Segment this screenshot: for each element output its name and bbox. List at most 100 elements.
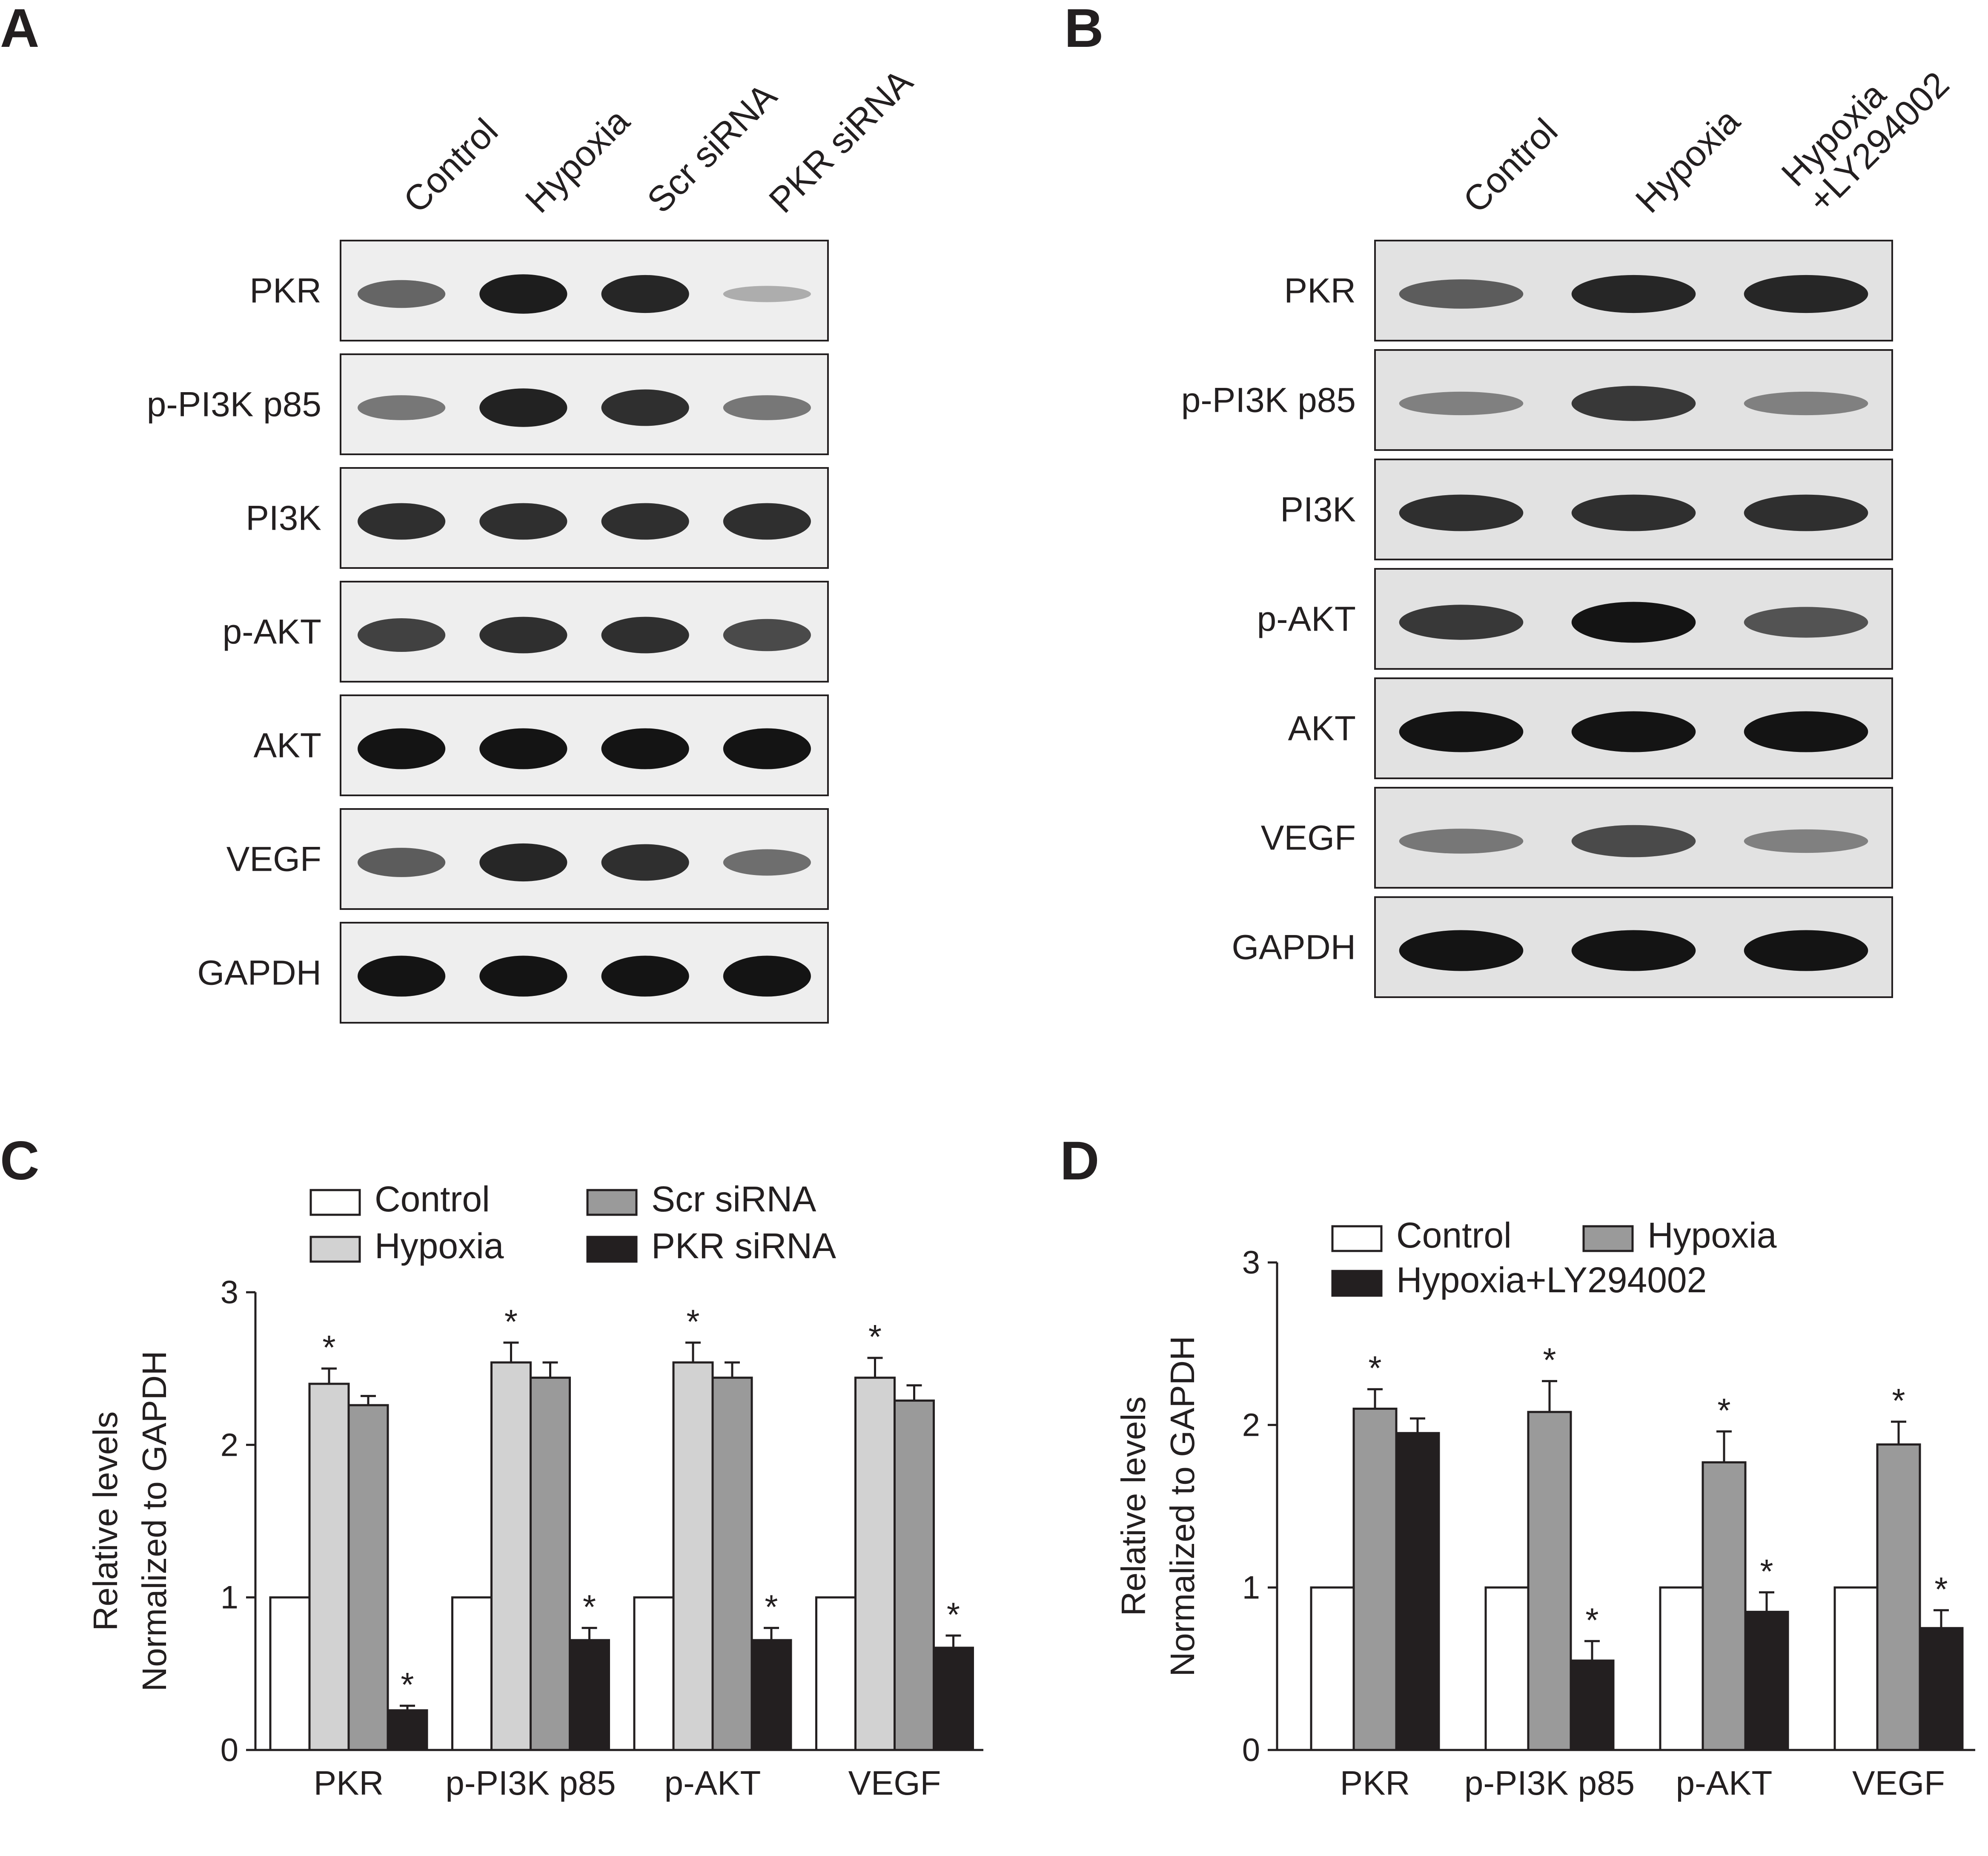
bar-control-p-akt bbox=[1659, 1586, 1704, 1751]
lane-label-line: Hypoxia bbox=[1628, 100, 1747, 220]
y-axis-label: Relative levels Normalized to GAPDH bbox=[86, 1351, 173, 1691]
band-akt-lane-2 bbox=[479, 728, 567, 769]
band-akt-lane-3 bbox=[1744, 711, 1868, 752]
band-p-pi3k-p85-lane-2 bbox=[1571, 386, 1696, 421]
significance-marker: * bbox=[401, 1666, 414, 1704]
blot-label-pi3k: PI3K bbox=[1280, 491, 1356, 529]
legend-swatch-hypoxia bbox=[1582, 1225, 1634, 1252]
y-tick-label: 0 bbox=[221, 1732, 238, 1768]
band-pi3k-lane-4 bbox=[723, 503, 811, 540]
band-pkr-lane-3 bbox=[601, 275, 689, 313]
x-tick-label-pkr: PKR bbox=[314, 1764, 384, 1802]
panel-letter: A bbox=[0, 0, 39, 59]
bar-hypoxia-ly294002-pkr bbox=[1395, 1432, 1440, 1751]
panel-d-bar-chart: D 0 1 2 3 Relative levels Normalized to GAPDH *… bbox=[1060, 1130, 1975, 1802]
band-p-akt-lane-1 bbox=[358, 618, 446, 652]
panel-letter: D bbox=[1060, 1130, 1099, 1191]
x-tick-label-p-pi3k-p85: p-PI3K p85 bbox=[445, 1764, 616, 1802]
bar-hypoxia-ly294002-p-akt bbox=[1744, 1611, 1789, 1751]
blot-label-p-pi3k-p85: p-PI3K p85 bbox=[1181, 381, 1356, 420]
x-tick-label-vegf: VEGF bbox=[1852, 1764, 1945, 1802]
significance-marker: * bbox=[1892, 1382, 1905, 1420]
y-axis-label: Relative levels Normalized to GAPDH bbox=[1114, 1336, 1201, 1676]
lane-label-hypoxia: Hypoxia bbox=[1628, 100, 1747, 220]
y-tick-label: 3 bbox=[221, 1274, 238, 1311]
band-p-akt-lane-4 bbox=[723, 619, 811, 651]
band-gapdh-lane-4 bbox=[723, 955, 811, 997]
band-p-akt-lane-2 bbox=[479, 617, 567, 654]
significance-marker: * bbox=[322, 1328, 335, 1366]
band-p-pi3k-p85-lane-4 bbox=[723, 395, 811, 420]
x-tick-label-p-akt: p-AKT bbox=[1676, 1764, 1773, 1802]
y-axis-label-line: Normalized to GAPDH bbox=[135, 1351, 173, 1691]
band-vegf-lane-1 bbox=[1399, 829, 1524, 854]
band-p-akt-lane-3 bbox=[1744, 607, 1868, 638]
panel-letter: C bbox=[0, 1130, 39, 1191]
blot-label-pkr: PKR bbox=[1284, 272, 1356, 310]
band-pkr-lane-1 bbox=[358, 280, 446, 308]
bar-control-vegf bbox=[1833, 1586, 1879, 1751]
legend-label-hypoxia: Hypoxia bbox=[375, 1226, 504, 1266]
y-tick-label: 2 bbox=[1242, 1407, 1260, 1443]
x-tick-label-vegf: VEGF bbox=[848, 1764, 941, 1802]
blot-label-p-akt: p-AKT bbox=[223, 613, 321, 651]
band-akt-lane-1 bbox=[1399, 711, 1524, 752]
blot-label-gapdh: GAPDH bbox=[1232, 928, 1356, 967]
bar-pkr-sirna-p-pi3k-p85 bbox=[569, 1639, 610, 1751]
x-tick-label-pkr: PKR bbox=[1340, 1764, 1410, 1802]
lane-label-line: Control bbox=[395, 111, 505, 221]
blot-label-p-akt: p-AKT bbox=[1257, 600, 1356, 639]
y-tick-label: 1 bbox=[221, 1580, 238, 1616]
lane-label-hypoxia-ly294002: Hypoxia+LY294002 bbox=[1774, 37, 1957, 221]
band-gapdh-lane-2 bbox=[1571, 930, 1696, 971]
band-pkr-lane-1 bbox=[1399, 279, 1524, 309]
bar-hypoxia-vegf bbox=[1876, 1443, 1921, 1751]
bar-scr-sirna-vegf bbox=[894, 1399, 935, 1751]
bar-hypoxia-p-akt bbox=[672, 1361, 714, 1751]
band-p-pi3k-p85-lane-1 bbox=[1399, 391, 1524, 416]
bar-hypoxia-vegf bbox=[854, 1377, 896, 1751]
blot-label-p-pi3k-p85: p-PI3K p85 bbox=[147, 385, 321, 424]
y-axis-label-line: Relative levels bbox=[1114, 1397, 1152, 1616]
bar-control-pkr bbox=[1310, 1586, 1355, 1751]
bar-control-pkr bbox=[269, 1596, 311, 1751]
band-vegf-lane-2 bbox=[1571, 825, 1696, 858]
blot-label-akt: AKT bbox=[254, 726, 321, 765]
bar-hypoxia-pkr bbox=[308, 1383, 350, 1751]
bar-hypoxia-ly294002-vegf bbox=[1919, 1627, 1964, 1751]
blot-label-vegf: VEGF bbox=[226, 840, 321, 879]
band-pkr-lane-3 bbox=[1744, 275, 1868, 313]
bar-hypoxia-p-pi3k-p85 bbox=[490, 1361, 532, 1751]
band-gapdh-lane-2 bbox=[479, 955, 567, 997]
band-akt-lane-2 bbox=[1571, 711, 1696, 752]
significance-marker: * bbox=[583, 1588, 596, 1626]
significance-marker: * bbox=[1585, 1601, 1598, 1639]
band-pkr-lane-2 bbox=[1571, 275, 1696, 313]
significance-marker: * bbox=[686, 1302, 699, 1340]
bar-hypoxia-pkr bbox=[1352, 1408, 1398, 1751]
bar-hypoxia-p-pi3k-p85 bbox=[1527, 1411, 1572, 1751]
legend-swatch-hypoxia bbox=[309, 1236, 361, 1263]
legend-swatch-control bbox=[309, 1189, 361, 1216]
bar-scr-sirna-p-akt bbox=[711, 1377, 753, 1751]
band-pi3k-lane-3 bbox=[1744, 494, 1868, 531]
band-p-pi3k-p85-lane-3 bbox=[1744, 391, 1868, 416]
lane-label-pkr-sirna: PKR siRNA bbox=[761, 61, 920, 220]
x-tick-label-p-akt: p-AKT bbox=[665, 1764, 761, 1802]
bar-pkr-sirna-vegf bbox=[933, 1647, 974, 1751]
band-vegf-lane-3 bbox=[601, 844, 689, 881]
significance-marker: * bbox=[1760, 1552, 1773, 1590]
band-akt-lane-3 bbox=[601, 728, 689, 769]
band-p-pi3k-p85-lane-2 bbox=[479, 388, 567, 427]
band-p-akt-lane-1 bbox=[1399, 605, 1524, 640]
y-tick-label: 1 bbox=[1242, 1569, 1260, 1606]
y-tick-label: 2 bbox=[221, 1427, 238, 1463]
bar-scr-sirna-p-pi3k-p85 bbox=[530, 1377, 571, 1751]
panel-b-western-blot: B Control Hypoxia Hypoxia+LY294002 PKR p-PI3K… bbox=[1064, 0, 1957, 998]
significance-marker: * bbox=[1543, 1341, 1556, 1379]
panel-letter: B bbox=[1064, 0, 1103, 59]
band-p-pi3k-p85-lane-1 bbox=[358, 395, 446, 420]
blot-label-akt: AKT bbox=[1288, 709, 1356, 748]
